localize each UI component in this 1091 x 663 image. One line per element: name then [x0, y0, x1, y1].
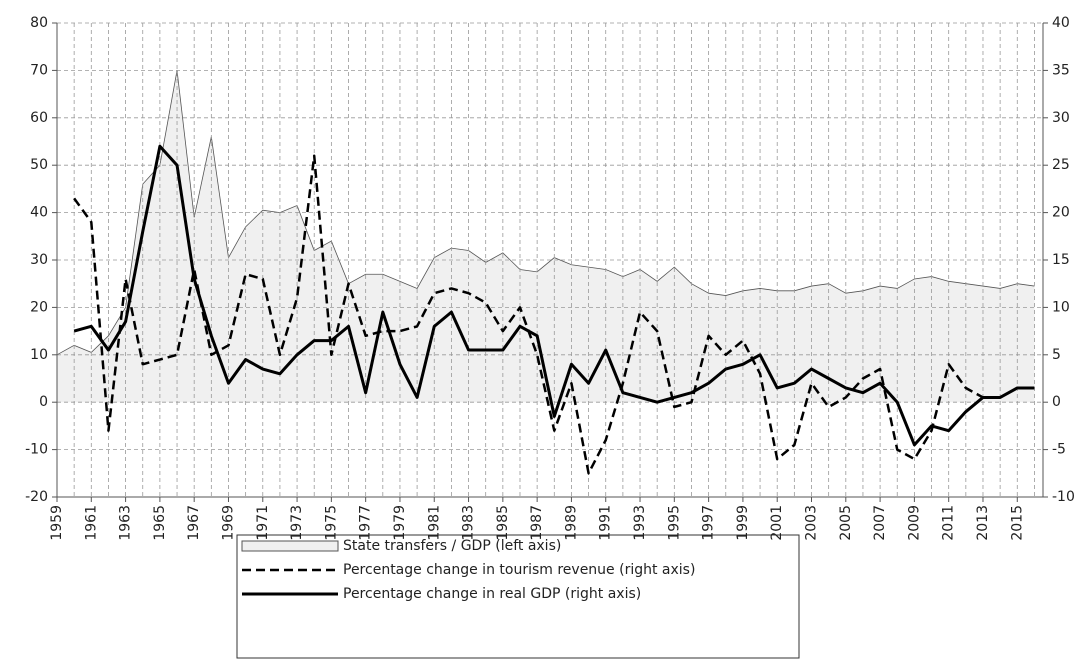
x-tick-label: 1991	[598, 505, 614, 541]
x-tick-label: 2015	[1009, 505, 1025, 541]
x-tick-label: 1977	[358, 505, 374, 541]
x-tick-label: 1967	[186, 505, 202, 541]
x-tick-label: 1997	[701, 505, 717, 541]
y-tick-label: 10	[30, 347, 48, 363]
y2-tick-label: -5	[1052, 442, 1066, 458]
x-tick-label: 1981	[426, 505, 442, 541]
y-tick-label: 80	[30, 15, 48, 31]
y-tick-label: 0	[39, 394, 48, 410]
x-tick-label: 1987	[529, 505, 545, 541]
y2-tick-label: 5	[1052, 347, 1061, 363]
x-tick-label: 1989	[563, 505, 579, 541]
x-tick-label: 1961	[83, 505, 99, 541]
legend-swatch	[241, 540, 339, 552]
y2-tick-label: 40	[1052, 15, 1070, 31]
y-tick-label: -20	[25, 489, 48, 505]
legend-label: Percentage change in real GDP (right axi…	[343, 586, 641, 602]
x-tick-label: 2001	[769, 505, 785, 541]
y2-tick-label: 0	[1052, 394, 1061, 410]
x-tick-label: 1983	[461, 505, 477, 541]
y2-tick-label: 30	[1052, 110, 1070, 126]
area-outline	[56, 70, 1035, 356]
x-tick-label: 1993	[632, 505, 648, 541]
y-tick-label: -10	[25, 442, 48, 458]
legend-label: Percentage change in tourism revenue (ri…	[343, 562, 695, 578]
x-tick-label: 1999	[735, 505, 751, 541]
x-tick-label: 2009	[906, 505, 922, 541]
x-tick-label: 1985	[495, 505, 511, 541]
x-tick-label: 1971	[255, 505, 271, 541]
y-tick-label: 70	[30, 62, 48, 78]
area	[57, 70, 1035, 403]
legend-label: State transfers / GDP (left axis)	[343, 538, 561, 554]
y2-tick-label: 25	[1052, 157, 1070, 173]
legend	[236, 534, 800, 659]
x-tick-label: 1975	[323, 505, 339, 541]
x-tick-label: 1963	[118, 505, 134, 541]
x-tick-label: 2005	[838, 505, 854, 541]
x-tick-label: 1965	[152, 505, 168, 541]
x-tick-label: 1973	[289, 505, 305, 541]
y2-tick-label: 35	[1052, 62, 1070, 78]
y2-tick-label: 20	[1052, 205, 1070, 221]
x-tick-label: 1969	[220, 505, 236, 541]
y-tick-label: 20	[30, 299, 48, 315]
y2-tick-label: 10	[1052, 299, 1070, 315]
y2-tick-label: -10	[1052, 489, 1075, 505]
x-tick-label: 2007	[872, 505, 888, 541]
y-tick-label: 50	[30, 157, 48, 173]
x-tick-label: 1959	[49, 505, 65, 541]
y-tick-label: 60	[30, 110, 48, 126]
y2-tick-label: 15	[1052, 252, 1070, 268]
x-tick-label: 1995	[666, 505, 682, 541]
y-tick-label: 40	[30, 205, 48, 221]
y-tick-label: 30	[30, 252, 48, 268]
x-tick-label: 2013	[975, 505, 991, 541]
x-tick-label: 1979	[392, 505, 408, 541]
x-tick-label: 2003	[804, 505, 820, 541]
x-tick-label: 2011	[941, 505, 957, 541]
series-line	[73, 144, 1035, 447]
